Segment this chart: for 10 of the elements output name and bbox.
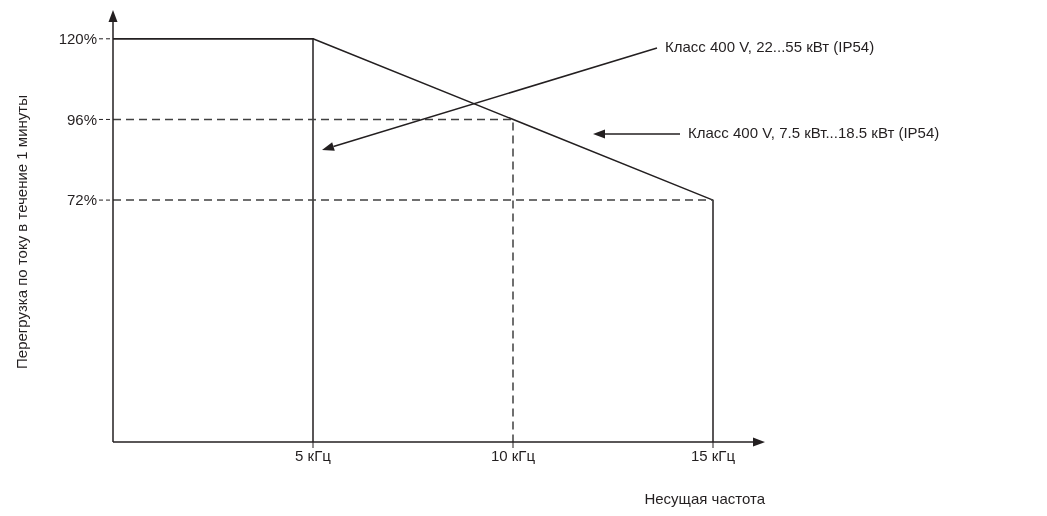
x-tick-label: 5 кГц [295,446,332,464]
annotation: Класс 400 V, 7.5 кВт...18.5 кВт (IP54) [688,123,940,141]
y-axis-title: Перегрузка по току в течение 1 минуты [13,95,31,369]
x-axis-title: Несущая частота [644,490,766,507]
annotation: Класс 400 V, 22...55 кВт (IP54) [665,37,875,55]
y-tick-label: 72% [66,191,97,209]
x-tick-label: 10 кГц [490,446,536,464]
y-tick-label: 96% [66,110,97,128]
x-tick-label: 15 кГц [690,446,736,464]
y-tick-label: 120% [58,30,97,48]
